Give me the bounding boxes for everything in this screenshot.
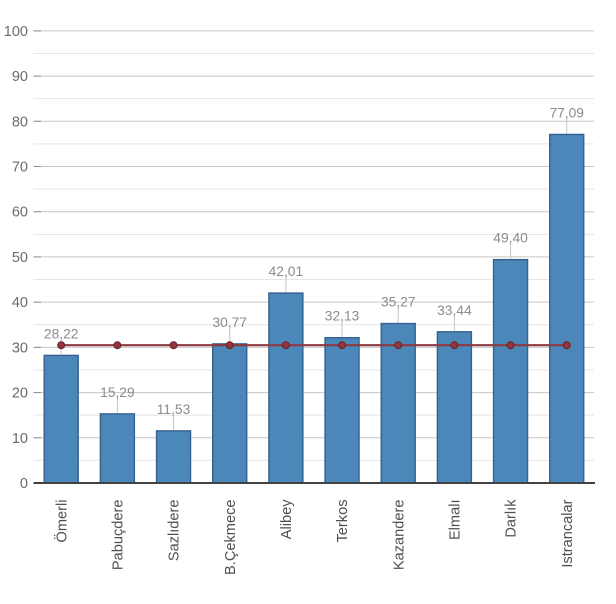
svg-text:0: 0 [20, 476, 28, 492]
svg-text:B.Çekmece: B.Çekmece [223, 500, 239, 575]
svg-text:50: 50 [12, 250, 28, 266]
svg-text:100: 100 [4, 24, 28, 40]
svg-text:Kazandere: Kazandere [391, 500, 407, 571]
svg-text:Alibey: Alibey [279, 499, 295, 539]
svg-text:15,29: 15,29 [100, 385, 135, 400]
svg-text:Terkos: Terkos [335, 500, 351, 543]
svg-text:Pabuçdere: Pabuçdere [110, 500, 126, 571]
svg-text:Istrancalar: Istrancalar [560, 499, 576, 567]
svg-text:60: 60 [12, 205, 28, 221]
svg-text:77,09: 77,09 [549, 105, 584, 120]
svg-text:80: 80 [12, 114, 28, 130]
svg-text:49,40: 49,40 [493, 231, 528, 246]
svg-text:32,13: 32,13 [325, 309, 360, 324]
svg-text:Sazlıdere: Sazlıdere [167, 500, 183, 562]
svg-text:11,53: 11,53 [157, 402, 191, 417]
svg-text:35,27: 35,27 [381, 295, 416, 310]
svg-text:10: 10 [12, 431, 28, 447]
svg-text:Darlık: Darlık [504, 499, 520, 538]
svg-text:Elmalı: Elmalı [448, 500, 464, 541]
svg-text:70: 70 [12, 160, 28, 176]
svg-text:90: 90 [12, 69, 28, 85]
svg-text:Ömerli: Ömerli [52, 500, 70, 543]
svg-text:33,44: 33,44 [437, 303, 472, 318]
svg-text:42,01: 42,01 [269, 264, 304, 279]
svg-text:28,22: 28,22 [44, 326, 79, 341]
svg-text:30,77: 30,77 [212, 315, 247, 330]
svg-text:30: 30 [12, 340, 28, 356]
svg-text:20: 20 [12, 386, 28, 402]
svg-text:40: 40 [12, 295, 28, 311]
